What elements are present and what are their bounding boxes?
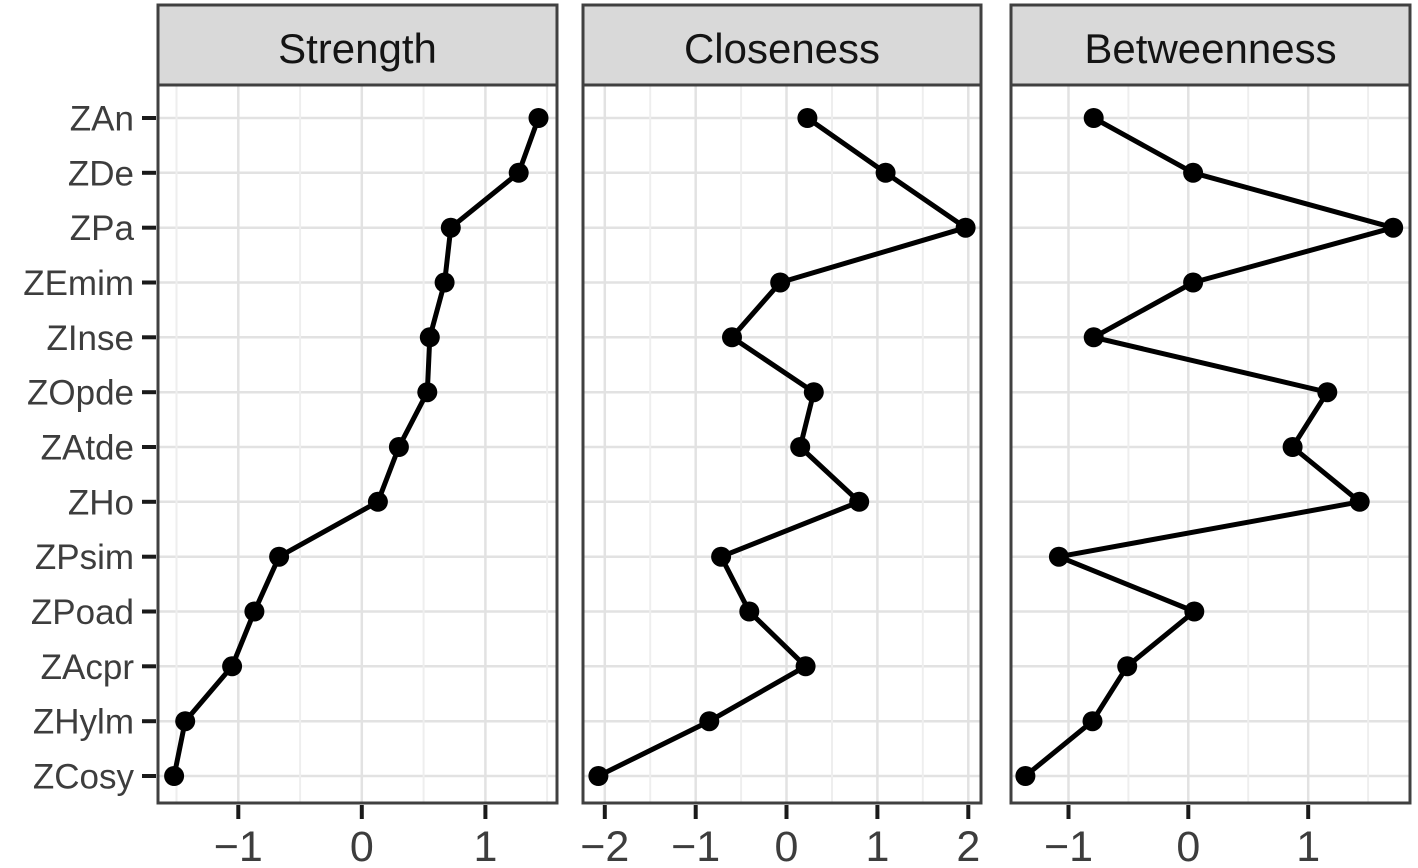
data-point-strength-ZAtde	[388, 437, 409, 457]
x-tick-label: −2	[580, 823, 629, 868]
x-tick-label: −1	[671, 823, 720, 868]
data-point-strength-ZPsim	[269, 546, 290, 567]
data-point-betweenness-ZPoad	[1184, 601, 1205, 622]
data-point-closeness-ZInse	[722, 327, 742, 348]
data-point-closeness-ZAn	[797, 108, 818, 128]
data-point-strength-ZPoad	[244, 601, 265, 622]
data-point-strength-ZEmim	[434, 272, 455, 293]
y-category-label: ZEmim	[23, 264, 134, 303]
data-point-strength-ZPa	[440, 217, 461, 238]
y-category-label: ZPa	[70, 209, 135, 248]
data-point-betweenness-ZOpde	[1317, 382, 1338, 403]
data-point-betweenness-ZAtde	[1282, 437, 1303, 457]
x-tick-label: 0	[1176, 823, 1200, 868]
data-point-betweenness-ZAn	[1083, 108, 1104, 128]
facet-strip-label-closeness: Closeness	[684, 25, 880, 72]
x-tick-label: −1	[214, 823, 263, 868]
facet-strip-label-strength: Strength	[278, 25, 437, 72]
x-tick-label: 1	[473, 823, 497, 868]
x-tick-label: 1	[865, 823, 889, 868]
data-point-betweenness-ZPsim	[1048, 546, 1069, 567]
facet-strip-label-betweenness: Betweenness	[1084, 25, 1336, 72]
data-point-betweenness-ZInse	[1083, 327, 1104, 348]
data-point-strength-ZInse	[419, 327, 440, 348]
data-point-strength-ZCosy	[164, 766, 185, 786]
y-category-label: ZOpde	[27, 374, 134, 413]
y-category-label: ZPsim	[35, 538, 134, 577]
x-tick-label: 0	[775, 823, 799, 868]
data-point-strength-ZDe	[508, 162, 529, 183]
data-point-closeness-ZPoad	[739, 601, 760, 622]
data-point-closeness-ZEmim	[770, 272, 791, 293]
data-point-closeness-ZAcpr	[795, 656, 816, 677]
data-point-betweenness-ZHylm	[1082, 711, 1103, 732]
data-point-strength-ZAn	[528, 108, 549, 128]
x-tick-label: 1	[1296, 823, 1320, 868]
data-point-strength-ZHo	[367, 491, 388, 512]
data-point-closeness-ZDe	[875, 162, 896, 183]
data-point-betweenness-ZAcpr	[1117, 656, 1138, 677]
panel-border-betweenness	[1009, 83, 1412, 805]
y-category-label: ZAn	[70, 100, 134, 139]
y-category-label: ZHo	[68, 483, 134, 522]
x-tick-label: 0	[350, 823, 374, 868]
data-point-strength-ZOpde	[417, 382, 438, 403]
y-category-label: ZCosy	[33, 758, 135, 797]
y-category-label: ZInse	[46, 319, 134, 358]
data-point-betweenness-ZDe	[1183, 162, 1204, 183]
data-point-betweenness-ZCosy	[1015, 766, 1036, 786]
data-point-closeness-ZCosy	[588, 766, 609, 786]
y-category-label: ZDe	[68, 154, 134, 193]
y-category-label: ZAtde	[41, 429, 134, 468]
data-point-closeness-ZOpde	[803, 382, 824, 403]
data-point-betweenness-ZEmim	[1183, 272, 1204, 293]
data-point-strength-ZAcpr	[222, 656, 243, 677]
data-point-closeness-ZHylm	[699, 711, 720, 732]
y-category-label: ZPoad	[31, 593, 134, 632]
data-point-closeness-ZHo	[849, 491, 870, 512]
data-point-closeness-ZPsim	[711, 546, 732, 567]
facet-strip-strength	[156, 3, 559, 87]
y-category-label: ZAcpr	[41, 648, 135, 687]
facet-strip-closeness	[581, 3, 983, 87]
x-tick-label: 2	[956, 823, 980, 868]
facet-strip-betweenness	[1009, 3, 1412, 87]
y-category-label: ZHylm	[33, 703, 134, 742]
data-point-closeness-ZPa	[955, 217, 976, 238]
panel-border-closeness	[581, 83, 983, 805]
data-point-betweenness-ZHo	[1349, 491, 1370, 512]
x-tick-label: −1	[1044, 823, 1093, 868]
data-point-betweenness-ZPa	[1383, 217, 1404, 238]
data-point-closeness-ZAtde	[790, 437, 811, 457]
data-point-strength-ZHylm	[175, 711, 196, 732]
